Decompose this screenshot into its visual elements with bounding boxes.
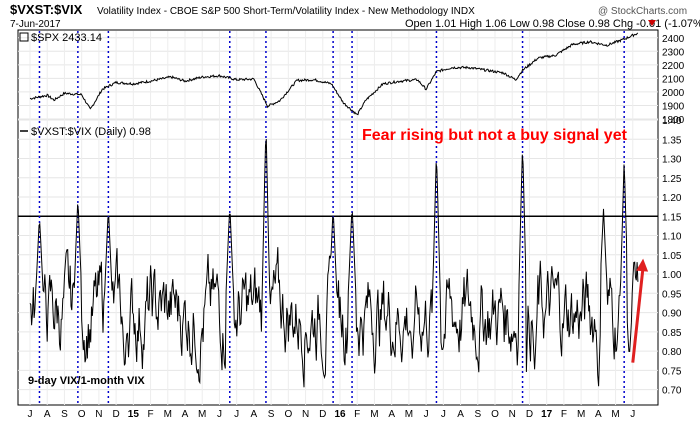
ratio-caption: 9-day VIX/1-month VIX	[28, 375, 145, 387]
month-tick-label: J	[441, 409, 446, 420]
month-tick-label: A	[388, 409, 395, 420]
ratio-tick-label: 1.10	[662, 232, 682, 243]
spx-tick-label: 2400	[662, 34, 685, 45]
month-tick-label: 16	[334, 409, 346, 420]
month-tick-label: F	[354, 409, 360, 420]
ratio-series	[29, 139, 639, 388]
spx-line	[29, 32, 639, 116]
month-tick-label: F	[148, 409, 154, 420]
month-tick-label: D	[319, 409, 326, 420]
month-tick-label: A	[44, 409, 51, 420]
spx-tick-label: 2200	[662, 61, 685, 72]
ratio-tick-label: 1.25	[662, 174, 682, 185]
month-tick-label: S	[474, 409, 481, 420]
ratio-tick-label: 1.15	[662, 212, 682, 223]
ratio-tick-label: 1.20	[662, 193, 682, 204]
annotation-text: Fear rising but not a buy signal yet	[362, 127, 628, 144]
month-tick-label: 15	[128, 409, 140, 420]
ratio-tick-label: 1.35	[662, 135, 682, 146]
spx-tick-label: 1800	[662, 115, 685, 126]
chart-description: Volatility Index - CBOE S&P 500 Short-Te…	[97, 6, 475, 17]
month-tick-label: M	[164, 409, 172, 420]
month-tick-label: A	[251, 409, 258, 420]
month-tick-label: A	[457, 409, 464, 420]
month-tick-label: J	[630, 409, 635, 420]
month-tick-label: S	[61, 409, 68, 420]
month-tick-label: O	[78, 409, 86, 420]
ratio-tick-label: 1.05	[662, 251, 682, 262]
month-tick-label: M	[370, 409, 378, 420]
spx-panel	[17, 29, 659, 121]
close-square-icon	[19, 32, 29, 42]
spx-tick-label: 2300	[662, 47, 685, 58]
ratio-panel	[17, 119, 659, 406]
spx-tick-label: 2000	[662, 88, 685, 99]
month-tick-label: F	[561, 409, 567, 420]
signal-lines	[38, 31, 625, 405]
ratio-tick-label: 0.95	[662, 289, 682, 300]
ratio-label: $VXST:$VIX (Daily) 0.98	[31, 126, 151, 138]
ratio-tick-label: 1.00	[662, 270, 682, 281]
ratio-tick-label: 1.40	[662, 116, 682, 127]
month-tick-label: M	[405, 409, 413, 420]
up-arrow-icon	[631, 258, 649, 363]
month-tick-label: J	[234, 409, 239, 420]
ratio-tick-label: 0.80	[662, 347, 682, 358]
month-tick-label: 17	[541, 409, 553, 420]
chart-symbol: $VXST:$VIX	[10, 2, 83, 17]
arrow-shaft	[631, 266, 645, 363]
spx-label: $SPX 2433.14	[31, 32, 102, 44]
month-tick-label: O	[491, 409, 499, 420]
axis-labels: 1800 1900 2000 2100 2200 2300 2400 0.70 0.75 0.80…	[28, 34, 685, 420]
month-tick-label: J	[424, 409, 429, 420]
ratio-line	[29, 139, 639, 388]
ohlc-readout: Open 1.01 High 1.06 Low 0.98 Close 0.98 …	[405, 18, 700, 30]
month-tick-label: A	[182, 409, 189, 420]
ratio-tick-label: 0.90	[662, 309, 682, 320]
month-tick-label: N	[509, 409, 516, 420]
month-tick-label: O	[284, 409, 292, 420]
month-tick-label: M	[577, 409, 585, 420]
month-tick-label: A	[595, 409, 602, 420]
stockcharts-watermark: @ StockCharts.com	[598, 6, 687, 17]
down-marker-icon	[648, 20, 656, 26]
month-tick-label: N	[302, 409, 309, 420]
month-tick-label: J	[28, 409, 33, 420]
ratio-tick-label: 0.85	[662, 328, 682, 339]
month-tick-label: M	[611, 409, 619, 420]
spx-tick-label: 2100	[662, 74, 685, 85]
month-tick-label: J	[217, 409, 222, 420]
month-tick-label: S	[268, 409, 275, 420]
spx-series	[29, 32, 639, 116]
chart-date: 7-Jun-2017	[10, 19, 61, 30]
ratio-tick-label: 1.30	[662, 155, 682, 166]
ratio-tick-label: 0.70	[662, 386, 682, 397]
month-tick-label: N	[95, 409, 102, 420]
arrow-head	[636, 258, 649, 272]
month-tick-label: M	[198, 409, 206, 420]
ratio-tick-label: 0.75	[662, 366, 682, 377]
spx-tick-label: 1900	[662, 101, 685, 112]
month-tick-label: D	[112, 409, 119, 420]
month-tick-label: D	[526, 409, 533, 420]
